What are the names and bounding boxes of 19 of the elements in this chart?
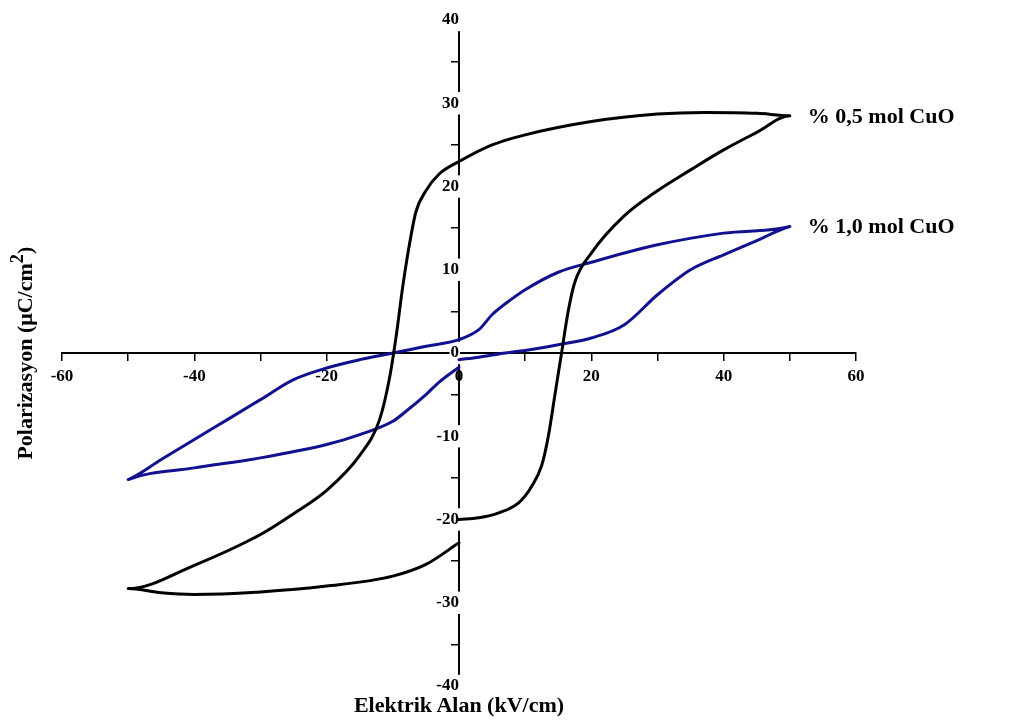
y-tick-label: -30 (436, 592, 459, 612)
x-tick-label: -60 (50, 365, 74, 385)
y-tick-label: 40 (442, 9, 459, 29)
x-tick-label: 60 (847, 365, 865, 385)
series-label: % 0,5 mol CuO (807, 102, 955, 129)
line-series (126, 224, 792, 482)
x-tick-label: 40 (715, 365, 733, 385)
x-tick-label: -40 (183, 365, 206, 385)
x-tick-label: -20 (315, 365, 338, 385)
x-tick-label: 20 (582, 365, 600, 385)
y-tick-label: 20 (442, 175, 459, 195)
y-tick-label: -10 (436, 425, 459, 445)
y-tick-label: 10 (442, 259, 459, 279)
y-tick-label: -20 (436, 508, 459, 528)
x-axis-title: Elektrik Alan (kV/cm) (352, 692, 566, 718)
series-label: % 1,0 mol CuO (807, 213, 955, 240)
y-tick-label: -40 (436, 675, 459, 695)
y-tick-label: 0 (450, 342, 459, 362)
y-tick-label: 30 (442, 92, 459, 112)
